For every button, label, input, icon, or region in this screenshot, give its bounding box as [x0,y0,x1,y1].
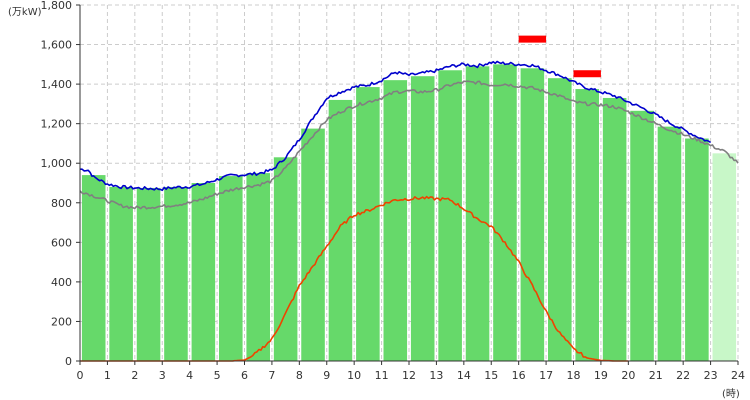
x-tick-label: 22 [676,369,690,382]
x-tick-label: 1 [104,369,111,382]
y-tick-label: 400 [51,276,72,289]
y-tick-label: 0 [65,355,72,368]
x-tick-label: 3 [159,369,166,382]
bar-actual [109,186,133,361]
bar-actual [81,175,106,361]
x-tick-label: 4 [186,369,193,382]
line-blue-path [80,60,712,192]
x-tick-label: 8 [296,369,303,382]
bar-actual [520,68,545,362]
x-tick-label: 20 [621,369,635,382]
grid-lines [80,4,739,361]
x-tick-label: 2 [131,369,138,382]
x-tick-label: 16 [512,369,526,382]
x-tick-label: 11 [375,369,389,382]
bar-actual [493,64,517,361]
bar-actual [246,173,270,361]
bar-actual [438,70,462,362]
marker-series [518,35,601,78]
x-tick-label: 21 [649,369,663,382]
x-tick-label: 9 [323,369,330,382]
x-tick-labels: 0 1 2 3 4 5 6 7 8 9 10 11 12 13 14 15 16 17 18 19 20 21 22 23 24 [77,369,746,382]
y-tick-label: 1,200 [41,118,73,131]
x-tick-label: 24 [731,369,745,382]
bar-actual [328,99,353,361]
y-tick-label: 1,600 [41,39,73,52]
x-tick-label: 15 [484,369,498,382]
y-tick-label: 1,800 [41,0,73,12]
bar-actual [191,183,216,361]
x-tick-label: 10 [347,369,361,382]
bar-actual [465,66,490,362]
peak-marker [573,70,601,78]
bar-actual [657,126,682,361]
x-tick-label: 19 [594,369,608,382]
bar-actual [273,157,298,361]
bar-actual [602,97,627,361]
y-tick-label: 1,400 [41,78,73,91]
x-tick-label: 17 [539,369,553,382]
y-tick-labels: 0 200 400 600 800 1,000 1,200 1,400 1,600 1,800 [41,0,73,368]
y-tick-label: 200 [51,315,72,328]
x-tick-label: 6 [241,369,248,382]
bar-actual [630,110,654,361]
axes [76,4,739,365]
x-axis-unit-label: (時) [722,388,740,400]
bar-forecast [712,153,737,361]
y-axis-unit-label: (万kW) [8,7,42,18]
line-gray-path [79,80,739,210]
x-tick-label: 12 [402,369,416,382]
bar-actual [136,187,161,361]
bar-actual [356,87,380,362]
bar-actual [219,176,243,361]
x-tick-label: 18 [567,369,581,382]
y-tick-label: 600 [51,236,72,249]
bar-actual [548,78,572,361]
y-tick-label: 800 [51,197,72,210]
x-tick-label: 5 [214,369,221,382]
bar-actual [410,76,435,361]
x-tick-label: 14 [457,369,471,382]
x-tick-label: 7 [268,369,275,382]
bar-actual [575,89,599,362]
bar-actual [685,138,709,361]
x-tick-label: 23 [704,369,718,382]
peak-marker [518,35,547,43]
bar-actual [164,186,188,361]
bar-actual [383,80,408,362]
bar-actual [301,128,325,361]
x-tick-label: 13 [429,369,443,382]
y-tick-label: 1,000 [41,157,73,170]
bar-series [81,64,737,362]
x-tick-label: 0 [77,369,84,382]
